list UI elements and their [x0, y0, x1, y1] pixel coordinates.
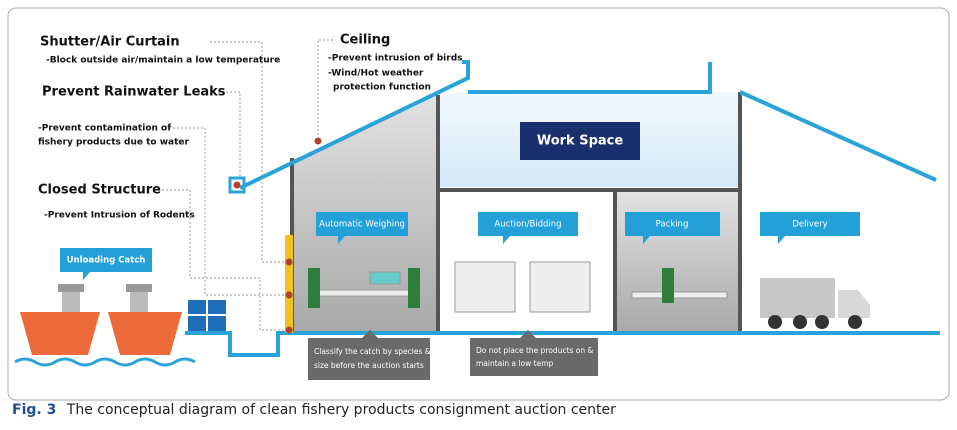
crates: [188, 300, 226, 331]
annotation-line: fishery products due to water: [38, 138, 190, 148]
area-label: Automatic Weighing: [319, 220, 405, 230]
caption-label: Fig. 3: [12, 402, 56, 418]
point: [285, 258, 293, 266]
unloading-label: Unloading Catch: [67, 256, 146, 266]
connector: [317, 39, 333, 137]
roof-left: [239, 60, 470, 190]
connector: [165, 127, 285, 296]
annotation-line: -Block outside air/maintain a low temper…: [46, 56, 280, 66]
note-box: [308, 338, 430, 380]
point: [285, 291, 293, 299]
note-line: size before the auction starts: [314, 361, 424, 370]
annotation-line: -Prevent Intrusion of Rodents: [44, 211, 195, 221]
area-boxes: [60, 212, 860, 280]
connector: [218, 91, 241, 178]
note-pointer: [520, 330, 536, 338]
work-space-box: [520, 122, 640, 160]
point: [233, 181, 241, 189]
annotation-title: Shutter/Air Curtain: [40, 35, 180, 50]
note-line: Do not place the products on &: [476, 346, 594, 355]
ships: [14, 284, 196, 367]
note-pointer: [362, 330, 378, 338]
gutter: [228, 176, 246, 194]
connector: [210, 41, 285, 263]
point: [285, 326, 293, 334]
annotation-title: Ceiling: [340, 33, 390, 48]
work-space-label: Work Space: [537, 134, 624, 149]
caption: Fig. 3 The conceptual diagram of clean f…: [12, 402, 616, 418]
truck: [760, 278, 870, 329]
roof-top: [468, 62, 712, 94]
roof-right: [739, 90, 937, 182]
frame: [7, 7, 950, 401]
area-label: Delivery: [792, 220, 827, 230]
note-line: maintain a low temp: [476, 359, 554, 368]
equipment: [317, 261, 728, 313]
area-label: Packing: [656, 220, 689, 230]
air-curtain: [285, 235, 293, 333]
area-label: Auction/Bidding: [494, 220, 561, 230]
annotation-title: Prevent Rainwater Leaks: [42, 85, 226, 100]
point: [314, 137, 322, 145]
annotation-title: Closed Structure: [38, 183, 161, 198]
annotation-line: -Prevent intrusion of birds: [328, 54, 463, 64]
annotation-line: -Wind/Hot weather: [328, 69, 424, 79]
annotation-line: -Prevent contamination of: [38, 124, 171, 134]
annotation-line: protection function: [333, 83, 431, 93]
caption-text: The conceptual diagram of clean fishery …: [66, 402, 616, 418]
note-line: Classify the catch by species &: [314, 347, 431, 356]
floor: [185, 331, 940, 357]
note-box: [470, 338, 598, 376]
workers: [308, 268, 674, 308]
